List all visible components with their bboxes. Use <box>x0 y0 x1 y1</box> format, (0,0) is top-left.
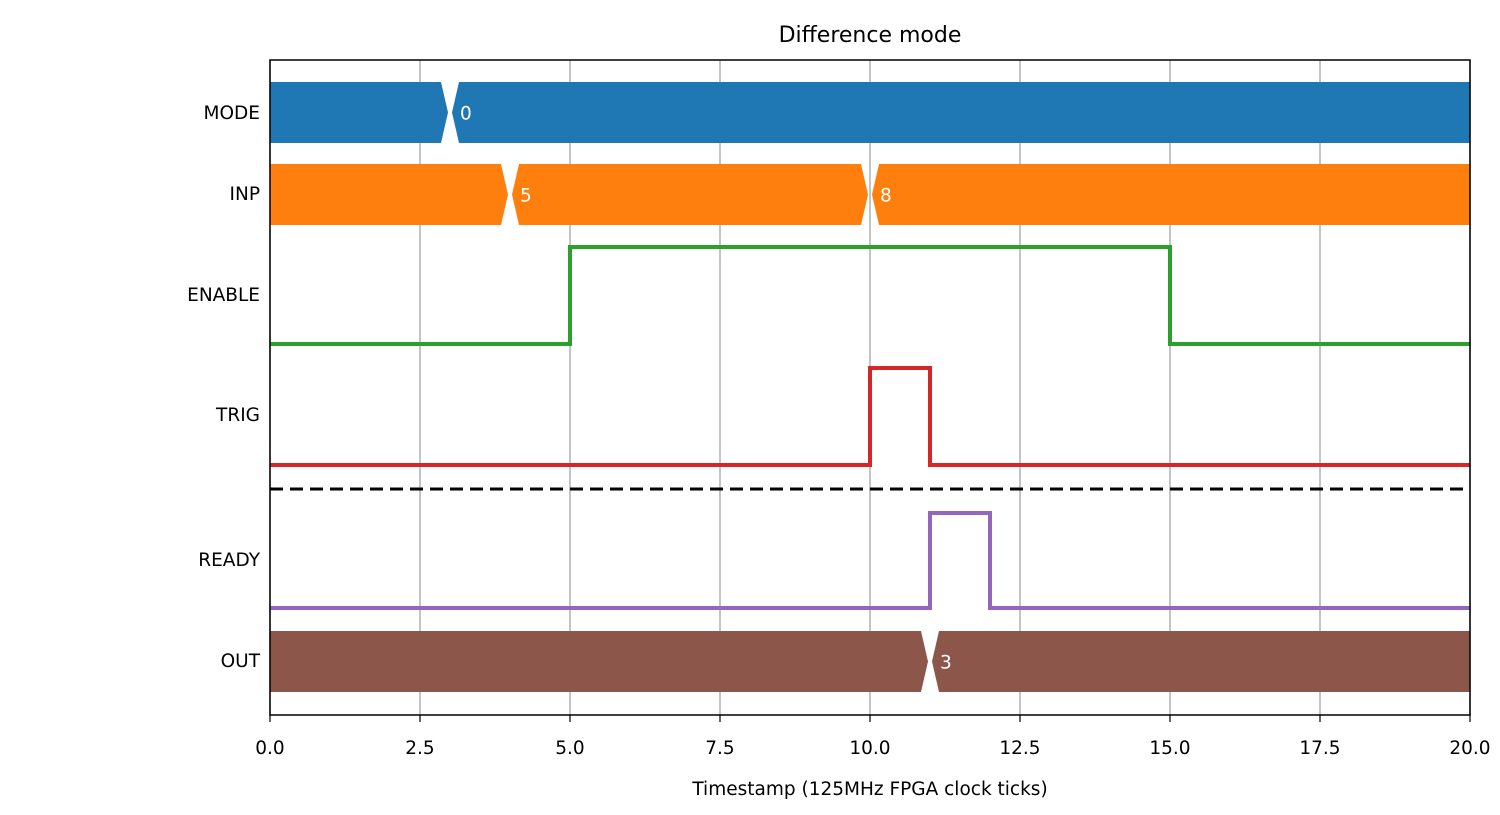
x-tick-label: 20.0 <box>1449 738 1490 759</box>
bus-segment-mode <box>270 82 448 143</box>
bus-segment-mode <box>452 82 1470 143</box>
bus-value-inp: 8 <box>880 186 892 207</box>
x-axis: 0.0 2.5 5.0 7.5 10.0 12.5 15.0 17.5 20.0 <box>255 715 1491 759</box>
waveform-trig <box>270 366 1470 467</box>
signal-label-mode: MODE <box>204 103 260 124</box>
x-axis-label: Timestamp (125MHz FPGA clock ticks) <box>691 779 1047 800</box>
signals: MODE 0 INP 5 8 ENABLE TRIG READY OUT 3 <box>187 82 1470 692</box>
x-tick-label: 10.0 <box>849 738 890 759</box>
bus-value-out: 3 <box>940 653 952 674</box>
bus-segment-inp <box>872 164 1470 225</box>
bus-segment-out <box>270 631 928 692</box>
bus-segment-out <box>932 631 1470 692</box>
x-tick-label: 17.5 <box>1299 738 1340 759</box>
x-tick-label: 15.0 <box>1149 738 1190 759</box>
signal-label-out: OUT <box>221 651 261 672</box>
bus-segment-inp <box>512 164 868 225</box>
signal-label-trig: TRIG <box>215 405 260 426</box>
x-tick-label: 5.0 <box>555 738 584 759</box>
signal-label-enable: ENABLE <box>187 285 260 306</box>
x-tick-label: 0.0 <box>255 738 284 759</box>
bus-segment-inp <box>270 164 508 225</box>
x-tick-label: 7.5 <box>705 738 734 759</box>
bus-value-mode: 0 <box>460 104 472 125</box>
waveform-enable <box>270 245 1470 346</box>
signal-label-ready: READY <box>198 550 260 571</box>
x-tick-label: 12.5 <box>999 738 1040 759</box>
x-tick-label: 2.5 <box>405 738 434 759</box>
signal-label-inp: INP <box>230 184 260 205</box>
chart-title: Difference mode <box>779 23 962 48</box>
bus-value-inp: 5 <box>520 186 532 207</box>
waveform-ready <box>270 511 1470 610</box>
